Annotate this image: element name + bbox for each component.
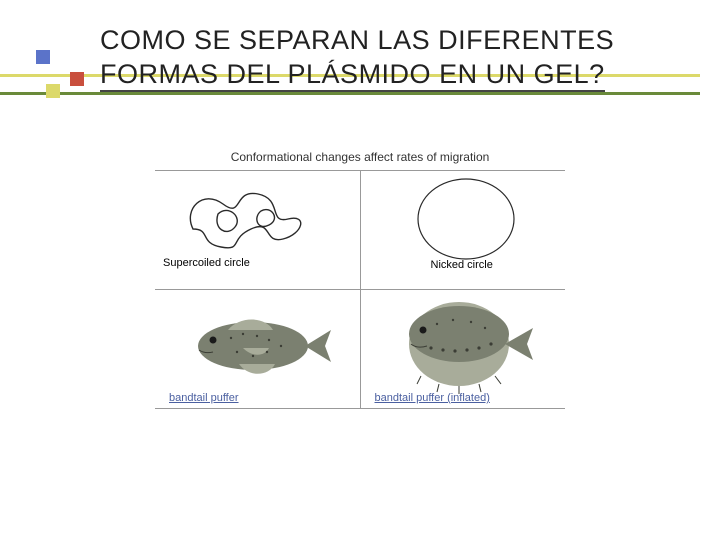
label-supercoiled: Supercoiled circle: [163, 257, 250, 269]
decor-square-2: [46, 84, 60, 98]
title-line-1: COMO SE SEPARAN LAS DIFERENTES: [100, 25, 614, 55]
decor-square-3: [70, 72, 84, 86]
cell-supercoiled: Supercoiled circle: [155, 171, 361, 289]
slide-title: COMO SE SEPARAN LAS DIFERENTES FORMAS DE…: [100, 24, 690, 92]
figure-row-bottom: bandtail puffer: [155, 289, 565, 409]
figure-panel: Conformational changes affect rates of m…: [155, 150, 565, 409]
puffer-drawing: [173, 300, 343, 390]
cell-puffer: bandtail puffer: [155, 290, 361, 408]
decor-line-2: [0, 92, 700, 95]
caption-puffer-inflated: bandtail puffer (inflated): [375, 392, 490, 404]
puffer-inflated-drawing: [381, 294, 551, 394]
caption-puffer: bandtail puffer: [169, 392, 239, 404]
supercoiled-drawing: [173, 179, 313, 259]
figure-title: Conformational changes affect rates of m…: [155, 150, 565, 170]
title-line-2: FORMAS DEL PLÁSMIDO EN UN GEL?: [100, 59, 605, 92]
decor-square-1: [36, 50, 50, 64]
cell-nicked: Nicked circle: [361, 171, 566, 289]
nicked-circle-drawing: [406, 175, 526, 270]
figure-row-top: Supercoiled circle Nicked circle: [155, 170, 565, 289]
cell-puffer-inflated: bandtail puffer (inflated): [361, 290, 566, 408]
label-nicked: Nicked circle: [431, 259, 493, 271]
